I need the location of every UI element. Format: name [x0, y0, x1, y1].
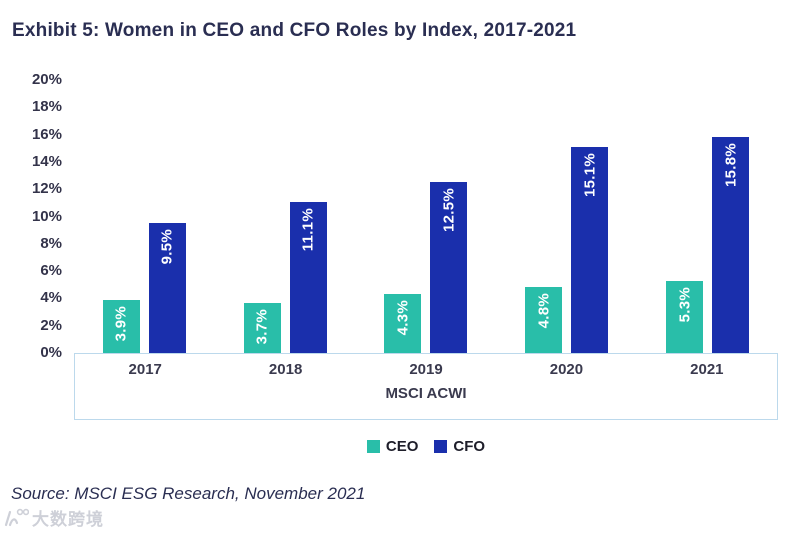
bar-group-2021: 5.3% 15.8% [637, 80, 778, 353]
bar-value-label: 12.5% [440, 188, 458, 233]
y-tick-label: 16% [31, 125, 62, 143]
bar-group-2019: 4.3% 12.5% [356, 80, 497, 353]
bar-cfo-2019: 12.5% [430, 182, 468, 353]
legend-item-ceo: CEO [366, 438, 419, 455]
chart-title: Exhibit 5: Women in CEO and CFO Roles by… [12, 20, 577, 41]
x-tick-label-2020: 2020 [549, 361, 584, 378]
y-tick-label: 0% [40, 344, 62, 361]
bar-value-label: 9.5% [158, 229, 176, 265]
watermark: 大数跨境 [3, 505, 104, 530]
bar-cfo-2017: 9.5% [148, 223, 186, 353]
plot-area: 3.9% 9.5% 3.7% 11.1% 4.3% 12.5% 4.8% 15.1% 5.3% 1… [74, 80, 778, 353]
x-axis-box: 2017 2018 2019 2020 2021 MSCI ACWI [74, 353, 778, 420]
x-axis-labels: 2017 2018 2019 2020 2021 [75, 354, 777, 378]
bar-cfo-2018: 11.1% [289, 201, 327, 353]
bar-cfo-2020: 15.1% [571, 146, 609, 353]
bar-value-label: 15.1% [581, 152, 599, 197]
bar-group-2017: 3.9% 9.5% [74, 80, 215, 353]
y-tick-label: 20% [31, 71, 62, 88]
bar-value-label: 3.9% [112, 305, 130, 342]
source-text: Source: MSCI ESG Research, November 2021 [11, 484, 366, 503]
legend-label: CFO [453, 438, 486, 455]
y-tick-label: 14% [31, 152, 62, 170]
y-tick-label: 2% [40, 316, 62, 334]
y-tick-label: 4% [40, 289, 62, 307]
bar-value-label: 5.3% [676, 286, 694, 323]
bar-ceo-2021: 5.3% [666, 280, 704, 353]
bar-group-2020: 4.8% 15.1% [496, 80, 637, 353]
y-tick-label: 8% [40, 234, 62, 252]
x-tick-label-2021: 2021 [690, 361, 724, 378]
x-tick-label-2017: 2017 [128, 361, 162, 378]
y-tick-label: 18% [31, 98, 62, 116]
x-tick-label-2019: 2019 [409, 361, 443, 378]
bar-ceo-2019: 4.3% [384, 294, 422, 353]
bar-value-label: 11.1% [299, 207, 317, 251]
y-tick-label: 10% [31, 207, 62, 225]
legend-label: CEO [385, 438, 419, 455]
y-tick-label: 12% [31, 180, 62, 198]
bar-group-2018: 3.7% 11.1% [215, 80, 356, 353]
bar-value-label: 3.7% [253, 308, 271, 344]
bar-value-label: 4.8% [535, 293, 553, 329]
legend-item-cfo: CFO [434, 438, 485, 455]
bar-value-label: 15.8% [722, 143, 740, 188]
bar-ceo-2020: 4.8% [525, 287, 563, 353]
legend-swatch-icon [366, 440, 380, 453]
dashu-logo-icon [4, 508, 29, 526]
bar-value-label: 4.3% [394, 300, 412, 336]
watermark-text: 大数跨境 [32, 510, 104, 529]
y-tick-label: 6% [40, 262, 62, 280]
bar-cfo-2021: 15.8% [712, 137, 750, 353]
x-tick-label-2018: 2018 [268, 361, 303, 378]
bar-ceo-2017: 3.9% [102, 299, 140, 353]
legend: CEO CFO [74, 438, 778, 455]
legend-swatch-icon [434, 440, 448, 453]
x-axis-title: MSCI ACWI [385, 385, 467, 402]
bar-ceo-2018: 3.7% [243, 302, 281, 353]
